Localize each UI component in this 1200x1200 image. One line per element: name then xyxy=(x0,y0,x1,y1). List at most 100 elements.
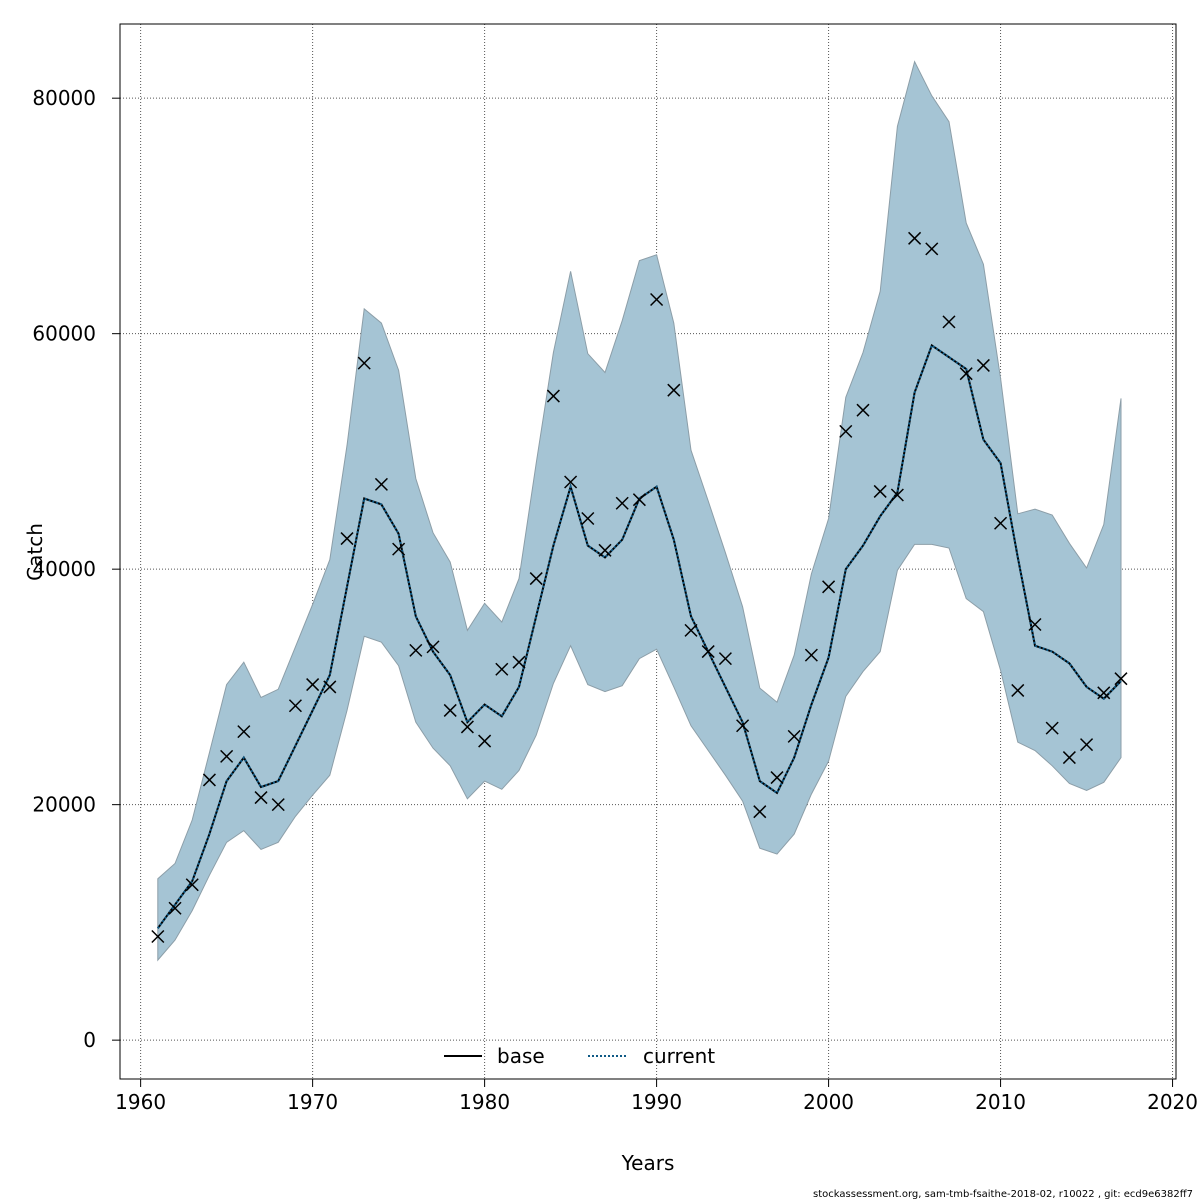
observed-catch-marker xyxy=(151,929,165,944)
marker-stroke xyxy=(1080,738,1094,752)
marker-stroke xyxy=(443,703,457,717)
marker-stroke xyxy=(512,655,526,669)
observed-catch-marker xyxy=(598,543,612,557)
observed-catch-marker xyxy=(271,798,285,812)
observed-catch-marker xyxy=(529,572,543,586)
marker-stroke xyxy=(288,699,302,713)
marker-stroke xyxy=(202,773,216,787)
marker-stroke xyxy=(237,725,251,739)
marker-stroke xyxy=(168,901,182,915)
observed-catch-marker xyxy=(684,623,698,637)
marker-stroke xyxy=(220,749,234,763)
observed-catch-marker xyxy=(478,734,492,748)
marker-stroke xyxy=(650,292,664,307)
observed-catch-marker xyxy=(306,678,320,692)
legend-label-current: current xyxy=(643,1044,715,1068)
x-tick-label: 2020 xyxy=(1147,1090,1198,1114)
x-tick-label: 1960 xyxy=(115,1090,166,1114)
observed-catch-marker xyxy=(374,477,388,491)
observed-catch-marker xyxy=(340,532,354,546)
observed-catch-marker xyxy=(942,315,956,329)
marker-stroke xyxy=(409,643,423,657)
observed-catch-marker xyxy=(650,292,664,307)
y-tick-label: 80000 xyxy=(32,86,96,110)
marker-stroke xyxy=(753,805,767,819)
marker-stroke xyxy=(925,242,939,256)
observed-catch-marker xyxy=(839,424,853,438)
observed-catch-marker xyxy=(925,242,939,256)
observed-catch-marker xyxy=(512,655,526,669)
observed-catch-marker xyxy=(632,493,646,507)
observed-catch-marker xyxy=(1114,672,1128,686)
legend-label-base: base xyxy=(497,1044,545,1068)
x-axis-title: Years xyxy=(621,1151,675,1175)
observed-catch-marker xyxy=(908,231,922,245)
marker-stroke xyxy=(460,720,474,734)
marker-stroke xyxy=(839,424,853,438)
observed-catch-marker xyxy=(615,496,629,510)
observed-catch-marker xyxy=(220,749,234,763)
marker-stroke xyxy=(564,475,578,489)
observed-catch-marker xyxy=(409,643,423,657)
y-tick-label: 0 xyxy=(83,1028,96,1052)
observed-catch-marker xyxy=(168,901,182,915)
observed-catch-marker xyxy=(357,356,371,370)
marker-stroke xyxy=(357,356,371,370)
marker-stroke xyxy=(392,542,406,556)
footer-credit: stockassessment.org, sam-tmb-fsaithe-201… xyxy=(813,1189,1193,1200)
marker-stroke xyxy=(529,572,543,586)
marker-stroke xyxy=(632,493,646,507)
observed-catch-marker xyxy=(873,484,887,498)
observed-catch-marker xyxy=(1028,617,1042,632)
observed-catch-marker xyxy=(426,640,440,654)
observed-catch-marker xyxy=(460,720,474,734)
observed-catch-marker xyxy=(495,662,509,676)
observed-catch-marker xyxy=(202,773,216,787)
y-tick-label: 60000 xyxy=(32,322,96,346)
observed-catch-markers xyxy=(151,231,1128,944)
observed-catch-marker xyxy=(581,512,595,526)
legend: base current xyxy=(444,1044,715,1068)
observed-catch-marker xyxy=(822,580,836,594)
marker-stroke xyxy=(718,652,732,666)
observed-catch-marker xyxy=(323,680,337,694)
observed-catch-marker xyxy=(1097,686,1111,700)
marker-stroke xyxy=(890,488,904,502)
observed-catch-marker xyxy=(718,652,732,666)
marker-stroke xyxy=(598,543,612,557)
x-tick-label: 1970 xyxy=(287,1090,338,1114)
confidence-band xyxy=(157,60,1122,962)
marker-stroke xyxy=(787,729,801,743)
marker-stroke xyxy=(684,623,698,637)
marker-stroke xyxy=(1062,751,1076,765)
observed-catch-marker xyxy=(890,488,904,502)
marker-stroke xyxy=(546,389,560,403)
observed-catch-marker xyxy=(736,719,750,733)
marker-stroke xyxy=(581,512,595,526)
observed-catch-marker xyxy=(787,729,801,743)
observed-catch-marker xyxy=(1062,751,1076,765)
observed-catch-marker xyxy=(237,725,251,739)
observed-catch-marker xyxy=(994,516,1008,530)
marker-stroke xyxy=(994,516,1008,530)
y-axis-title: Catch xyxy=(23,523,47,581)
observed-catch-marker xyxy=(546,389,560,403)
marker-stroke xyxy=(340,532,354,546)
observed-catch-marker xyxy=(856,403,870,417)
observed-catch-marker xyxy=(392,542,406,556)
x-tick-label: 1980 xyxy=(459,1090,510,1114)
x-tick-label: 1990 xyxy=(631,1090,682,1114)
marker-stroke xyxy=(254,791,268,805)
marker-stroke xyxy=(873,484,887,498)
marker-stroke xyxy=(908,231,922,245)
marker-stroke xyxy=(736,719,750,733)
x-tick-label: 2000 xyxy=(803,1090,854,1114)
observed-catch-marker xyxy=(770,771,784,785)
observed-catch-marker xyxy=(667,383,681,397)
marker-stroke xyxy=(1114,672,1128,686)
marker-stroke xyxy=(323,680,337,694)
marker-stroke xyxy=(478,734,492,748)
observed-catch-marker xyxy=(1080,738,1094,752)
observed-catch-marker xyxy=(185,878,199,892)
